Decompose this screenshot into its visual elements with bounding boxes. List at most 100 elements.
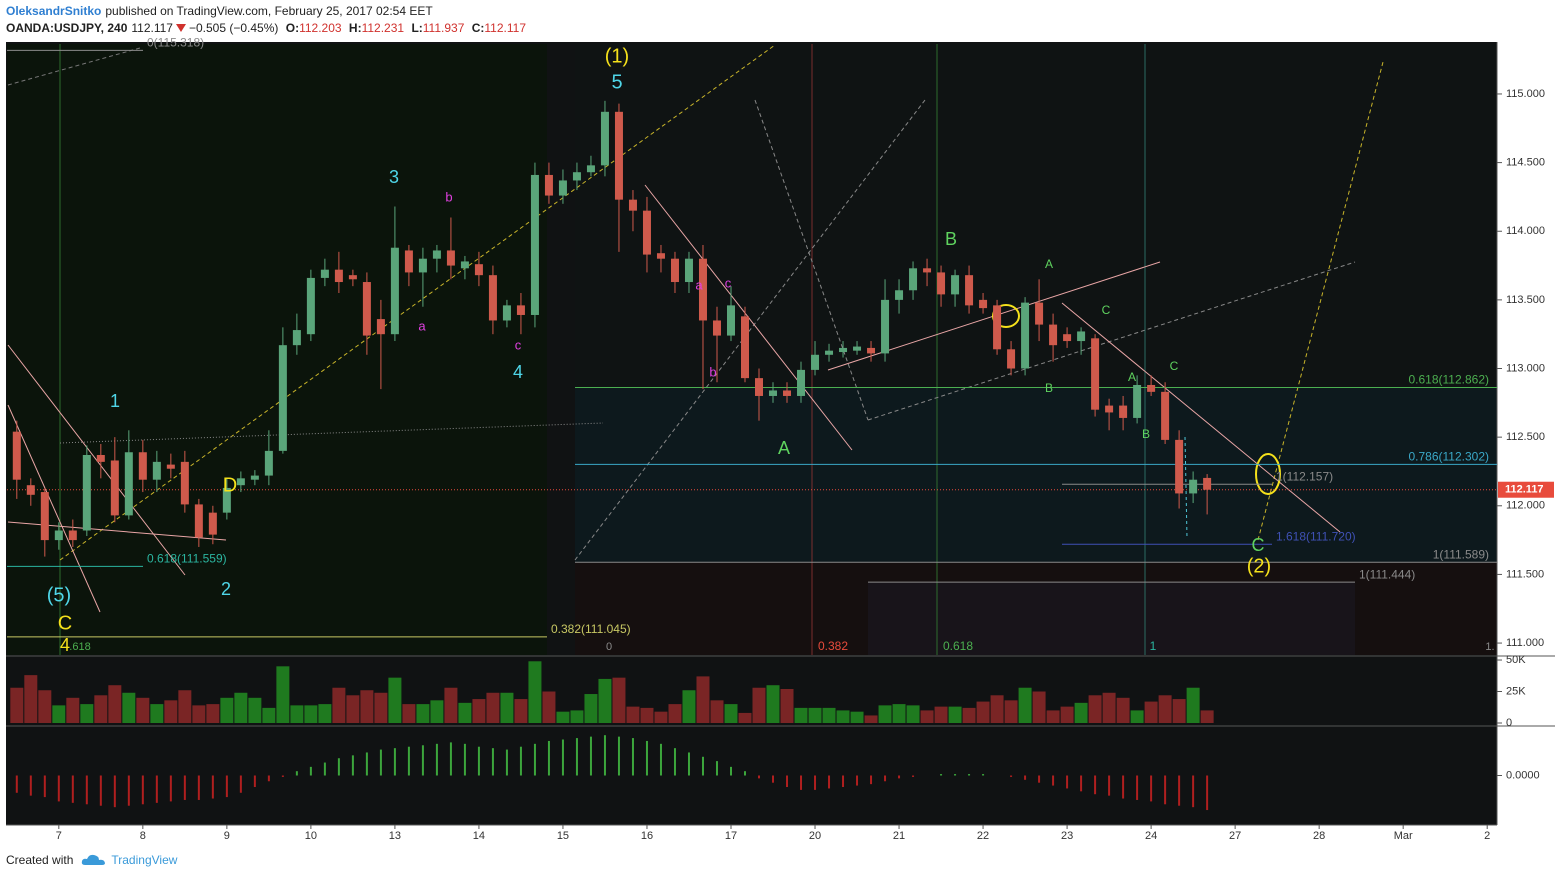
wave-label: b	[445, 189, 452, 204]
candle-body	[110, 460, 119, 516]
oscillator-bar	[743, 771, 746, 776]
oscillator-bar	[505, 749, 508, 776]
oscillator-bar	[1052, 775, 1055, 786]
candle-body	[376, 319, 385, 335]
volume-bar	[332, 687, 346, 723]
candle-body	[867, 347, 876, 354]
x-tick-label: 7	[56, 830, 62, 842]
fib-label: 1(111.444)	[1359, 567, 1415, 581]
y-tick-label: 112.500	[1506, 431, 1545, 443]
candle-body	[642, 210, 651, 255]
volume-bar	[122, 692, 136, 723]
candle-body	[418, 258, 427, 273]
volume-bar	[108, 685, 122, 723]
oscillator-bar	[659, 743, 662, 776]
y-axis	[1497, 36, 1555, 848]
oscillator-bar	[295, 771, 298, 776]
candle-body	[208, 512, 217, 535]
x-tick-label: 23	[1061, 830, 1073, 842]
volume-bar	[164, 700, 178, 723]
volume-bar	[738, 712, 752, 723]
oscillator-bar	[772, 775, 775, 783]
fib-label: 1(112.157)	[1276, 469, 1333, 483]
fib-label: 0.618(112.862)	[1408, 373, 1489, 387]
volume-bar	[626, 706, 640, 723]
volume-bar	[710, 700, 724, 723]
candle-body	[1161, 391, 1170, 440]
author[interactable]: OleksandrSnitko	[6, 4, 102, 18]
volume-bar	[458, 702, 472, 723]
wave-label: A	[778, 438, 790, 458]
wave-label: 1.	[1485, 641, 1494, 653]
volume-bar	[780, 688, 794, 723]
y-tick-label: 0	[1506, 717, 1512, 729]
projection-line	[1184, 436, 1188, 539]
y-tick-label: 113.500	[1506, 294, 1545, 306]
x-tick-label: 20	[809, 830, 821, 842]
last-price-box	[1498, 481, 1554, 498]
oscillator-bar	[57, 775, 60, 802]
volume-bar	[150, 704, 164, 723]
oscillator-bar	[519, 746, 522, 776]
volume-bar	[584, 694, 598, 723]
volume-bar	[192, 705, 206, 723]
y-tick-label: 50K	[1506, 654, 1526, 666]
oscillator-bar	[575, 738, 578, 776]
volume-bar	[668, 704, 682, 723]
candle-body	[404, 250, 413, 273]
volume-bar	[94, 695, 108, 723]
volume-bar	[682, 690, 696, 723]
oscillator-bar	[43, 775, 46, 798]
oscillator-bar	[547, 740, 550, 776]
candle-body	[600, 111, 609, 166]
volume-bar	[542, 691, 556, 723]
wave-label: b	[709, 364, 716, 379]
volume-bar	[262, 707, 276, 723]
brand[interactable]: TradingView	[111, 853, 178, 867]
volume-bar	[276, 666, 290, 723]
oscillator-bar	[1178, 775, 1181, 806]
candle-body	[712, 320, 721, 336]
x-axis	[6, 825, 1555, 848]
candle-body	[530, 174, 539, 315]
candle-body	[726, 305, 735, 336]
oscillator-bar	[463, 743, 466, 776]
projection-line	[1257, 61, 1384, 541]
candle-body	[26, 485, 35, 495]
candle-body	[881, 299, 890, 354]
oscillator-bar	[1192, 775, 1195, 808]
wave-label: 1	[1150, 639, 1157, 653]
oscillator-bar	[113, 775, 116, 808]
oscillator-bar	[71, 775, 74, 803]
last-price-label: 112.117	[1505, 484, 1544, 496]
volume-bar	[962, 707, 976, 723]
volume-bar	[1004, 700, 1018, 723]
fib-label: 0.786(112.302)	[1408, 450, 1489, 464]
oscillator-bar	[687, 752, 690, 776]
candle-body	[1007, 349, 1016, 369]
highlight	[992, 304, 1020, 328]
trend-line	[754, 99, 869, 421]
candle-body	[1021, 302, 1030, 369]
wave-label: 1	[110, 391, 120, 411]
wave-label: 0.618	[943, 639, 973, 653]
oscillator-bar	[1024, 775, 1027, 780]
volume-bar	[920, 710, 934, 723]
oscillator-bar	[421, 745, 424, 776]
oscillator-bar	[15, 775, 18, 793]
oscillator-bar	[912, 775, 915, 777]
candle-body	[292, 330, 301, 346]
ohlc-value: 111.937	[422, 21, 465, 35]
candle-body	[586, 165, 595, 173]
candle-body	[825, 350, 834, 355]
zone	[868, 582, 1355, 655]
candle-body	[684, 258, 693, 283]
volume-bar	[570, 710, 584, 723]
volume-bar	[654, 711, 668, 723]
oscillator-bar	[253, 775, 256, 788]
oscillator-bar	[856, 775, 859, 786]
ohlc-value: 112.231	[361, 21, 405, 35]
wave-label: c	[725, 275, 732, 290]
candle-body	[474, 264, 483, 276]
oscillator-bar	[800, 775, 803, 790]
